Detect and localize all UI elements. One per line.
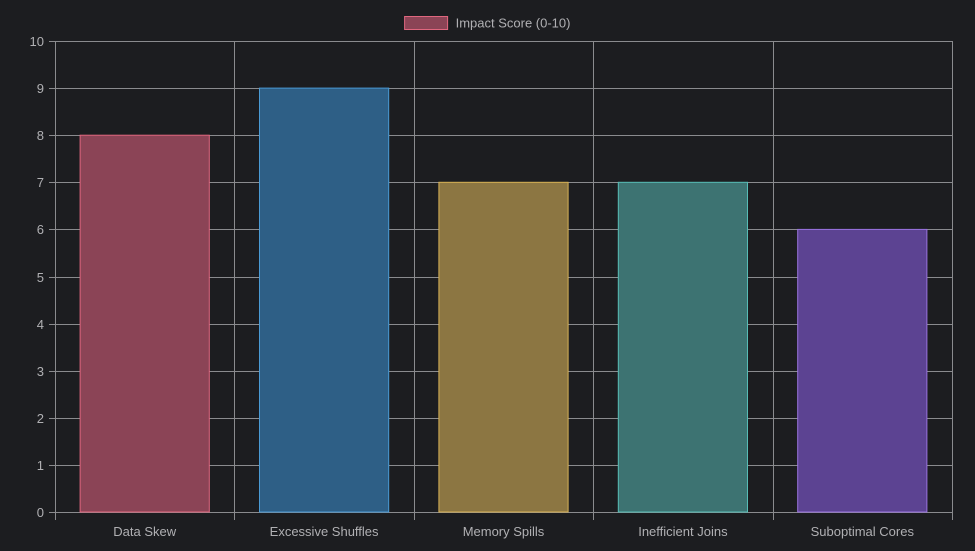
bar-inefficient-joins[interactable] [617, 181, 748, 513]
x-tick-label: Inefficient Joins [638, 524, 728, 539]
y-tick-label: 7 [37, 175, 44, 190]
y-tick-label: 4 [37, 317, 44, 332]
bar-data-skew[interactable] [79, 134, 210, 513]
chart-legend[interactable]: Impact Score (0-10) [404, 16, 571, 31]
legend-swatch[interactable] [404, 16, 449, 30]
y-tick-label: 3 [37, 364, 44, 379]
y-tick-label: 0 [37, 505, 44, 520]
y-tick-label: 1 [37, 458, 44, 473]
y-axis: 0 1 2 3 4 5 6 7 8 9 10 [30, 34, 44, 520]
y-tick-label: 9 [37, 81, 44, 96]
y-tick-label: 10 [30, 34, 44, 49]
y-tick-label: 6 [37, 222, 44, 237]
y-tick-label: 2 [37, 411, 44, 426]
x-tick-label: Data Skew [113, 524, 176, 539]
bar-suboptimal-cores[interactable] [797, 228, 928, 513]
legend-label: Impact Score (0-10) [456, 16, 571, 31]
x-tick-label: Excessive Shuffles [270, 524, 379, 539]
y-tick-label: 8 [37, 128, 44, 143]
bar-memory-spills[interactable] [438, 181, 569, 513]
x-tick-label: Memory Spills [463, 524, 545, 539]
chart-bars [79, 87, 928, 513]
x-tick-label: Suboptimal Cores [811, 524, 915, 539]
bar-excessive-shuffles[interactable] [259, 87, 390, 513]
x-axis: Data Skew Excessive Shuffles Memory Spills… [113, 524, 914, 539]
y-tick-label: 5 [37, 270, 44, 285]
